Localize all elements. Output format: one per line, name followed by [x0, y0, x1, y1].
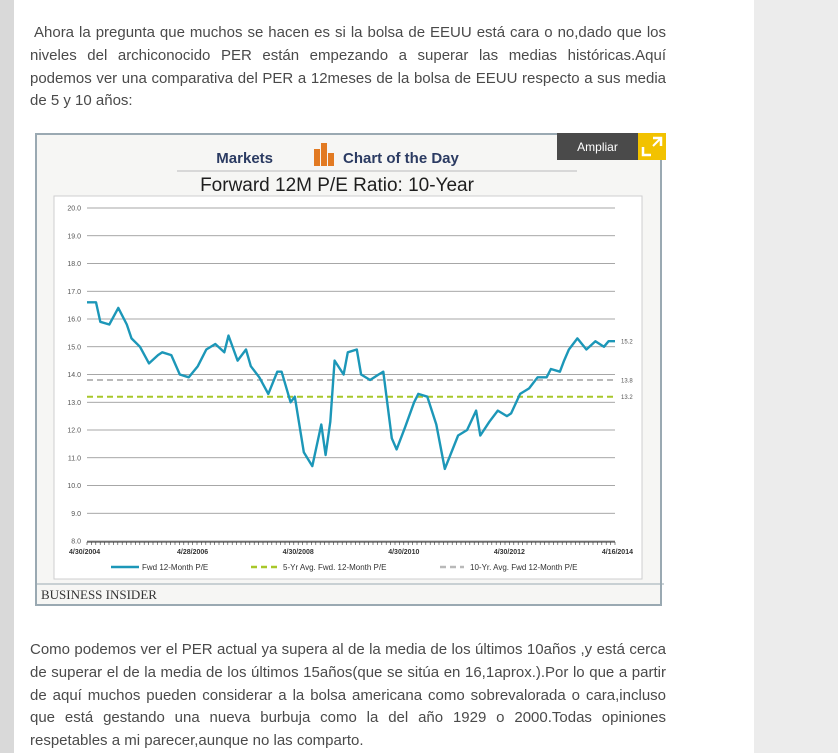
chart-svg: Markets Chart of the Day Forward 12M P/E…: [37, 143, 664, 602]
zoom-button[interactable]: Ampliar: [557, 133, 666, 160]
intro-paragraph: Ahora la pregunta que muchos se hacen es…: [30, 24, 666, 110]
page-left-margin: [0, 0, 14, 753]
y-tick-label: 19.0: [67, 233, 81, 240]
series-end-label: 15.2: [621, 340, 633, 346]
source-label: BUSINESS INSIDER: [41, 587, 157, 602]
y-tick-label: 15.0: [67, 344, 81, 351]
zoom-button-label: Ampliar: [557, 133, 638, 160]
x-tick-label: 4/30/2008: [283, 549, 314, 556]
y-tick-label: 10.0: [67, 483, 81, 490]
avg-10yr-label: 13.8: [621, 379, 633, 385]
y-tick-label: 12.0: [67, 428, 81, 435]
legend: Fwd 12-Month P/E 5-Yr Avg. Fwd. 12-Month…: [111, 563, 577, 572]
x-tick-label: 4/30/2010: [388, 549, 419, 556]
header-markets: Markets: [216, 150, 273, 167]
y-tick-label: 13.0: [67, 400, 81, 407]
bar-chart-logo-icon: [314, 143, 334, 166]
x-axis-layer: 4/30/2004 4/28/2006 4/30/2008 4/30/2010 4/30…: [69, 541, 633, 556]
conclusion-paragraph: Como podemos ver el PER actual ya supera…: [30, 641, 666, 750]
article-body: Ahora la pregunta que muchos se hacen es…: [14, 0, 754, 753]
y-tick-label: 14.0: [67, 372, 81, 379]
x-tick-label: 4/30/2012: [494, 549, 525, 556]
chart-figure: Markets Chart of the Day Forward 12M P/E…: [35, 133, 664, 606]
y-tick-label: 9.0: [71, 511, 81, 518]
expand-icon: [638, 133, 666, 160]
average-lines-layer: 13.2 13.8: [87, 379, 633, 401]
x-tick-label: 4/16/2014: [602, 549, 633, 556]
legend-label-fwd: Fwd 12-Month P/E: [142, 563, 208, 572]
x-tick-label: 4/28/2006: [177, 549, 208, 556]
y-tick-label: 16.0: [67, 317, 81, 324]
grid-layer: 20.0 19.0 18.0 17.0 16.0 15.0 14.0 13.0 12.0 11.0…: [67, 206, 615, 546]
y-tick-label: 18.0: [67, 261, 81, 268]
y-tick-label: 20.0: [67, 206, 81, 213]
y-tick-label: 8.0: [71, 539, 81, 546]
legend-label-10yr: 10-Yr. Avg. Fwd 12-Month P/E: [470, 563, 577, 572]
chart-title: Forward 12M P/E Ratio: 10-Year: [200, 175, 475, 196]
legend-label-5yr: 5-Yr Avg. Fwd. 12-Month P/E: [283, 563, 386, 572]
avg-5yr-label: 13.2: [621, 395, 633, 401]
x-tick-label: 4/30/2004: [69, 549, 100, 556]
y-tick-label: 17.0: [67, 289, 81, 296]
plot-frame: [53, 195, 643, 580]
fwd-pe-series-line: [87, 301, 615, 471]
series-layer: 15.2: [87, 301, 633, 471]
y-tick-label: 11.0: [68, 455, 81, 462]
header-chart-of-the-day: Chart of the Day: [343, 150, 460, 167]
